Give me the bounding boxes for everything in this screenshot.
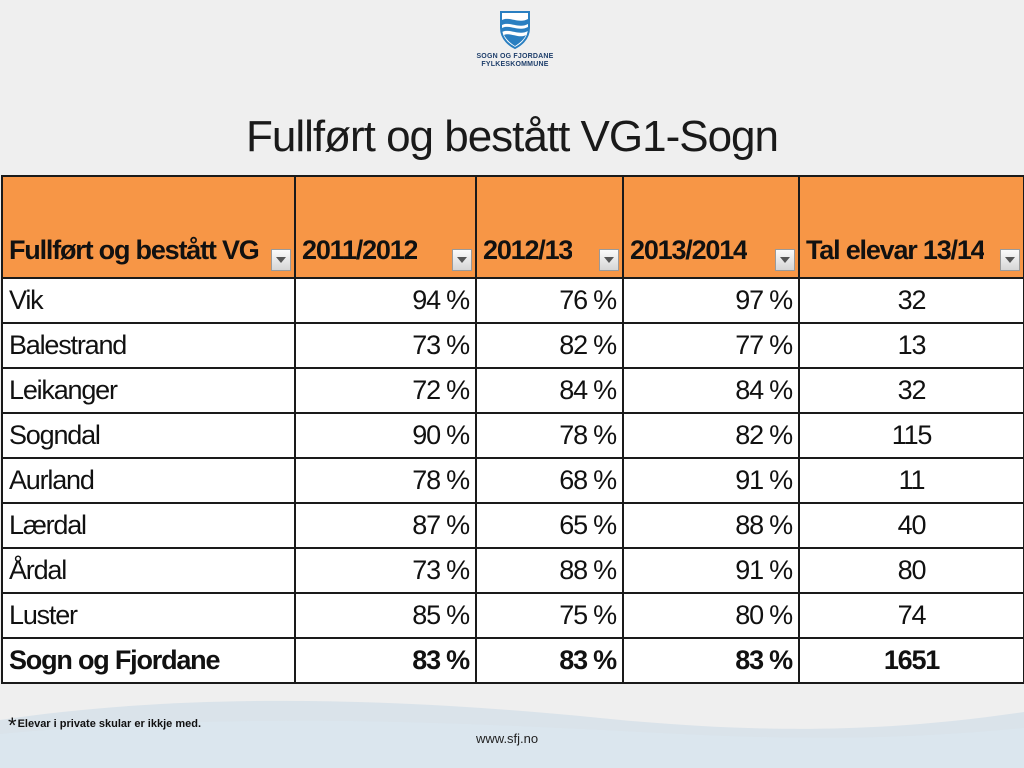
county-shield-icon <box>500 11 530 50</box>
table-header-row: Fullført og bestått VG 2011/2012 2012/13… <box>1 175 1024 279</box>
cell-2013-2014: 84 % <box>622 367 800 414</box>
row-label: Aurland <box>1 457 296 504</box>
footnote: *Elevar i private skular er ikkje med. <box>8 713 201 739</box>
cell-2013-2014: 77 % <box>622 322 800 369</box>
row-label: Lærdal <box>1 502 296 549</box>
footnote-asterisk: * <box>8 713 17 738</box>
cell-2012-13: 76 % <box>475 277 624 324</box>
decorative-wave <box>0 700 1024 768</box>
total-students: 1651 <box>798 637 1024 684</box>
cell-2012-13: 88 % <box>475 547 624 594</box>
row-label: Leikanger <box>1 367 296 414</box>
logo-text: SOGN OG FJORDANE FYLKESKOMMUNE <box>470 53 560 69</box>
filter-dropdown-icon[interactable] <box>271 249 291 271</box>
logo-line-2: FYLKESKOMMUNE <box>481 61 549 68</box>
page-title: Fullført og bestått VG1-Sogn <box>245 112 779 161</box>
cell-2013-2014: 97 % <box>622 277 800 324</box>
row-label: Vik <box>1 277 296 324</box>
cell-2012-13: 84 % <box>475 367 624 414</box>
total-label: Sogn og Fjordane <box>1 637 296 684</box>
cell-2011-2012: 90 % <box>294 412 477 459</box>
cell-2013-2014: 91 % <box>622 457 800 504</box>
column-header-label: 2012/13 <box>483 235 573 265</box>
website-url: www.sfj.no <box>476 731 539 746</box>
cell-students: 13 <box>798 322 1024 369</box>
row-label: Sogndal <box>1 412 296 459</box>
table-row: Sogndal 90 % 78 % 82 % 115 <box>1 412 1024 459</box>
table-row: Vik 94 % 76 % 97 % 32 <box>1 277 1024 324</box>
column-header-2011-2012: 2011/2012 <box>294 175 477 279</box>
cell-2013-2014: 80 % <box>622 592 800 639</box>
table-row: Balestrand 73 % 82 % 77 % 13 <box>1 322 1024 369</box>
filter-dropdown-icon[interactable] <box>599 249 619 271</box>
table-row: Årdal 73 % 88 % 91 % 80 <box>1 547 1024 594</box>
cell-2011-2012: 73 % <box>294 547 477 594</box>
cell-2013-2014: 91 % <box>622 547 800 594</box>
cell-2011-2012: 94 % <box>294 277 477 324</box>
column-header-label: Fullført og bestått VG <box>9 235 259 265</box>
cell-students: 115 <box>798 412 1024 459</box>
footnote-text: Elevar i private skular er ikkje med. <box>17 718 202 730</box>
total-2012-13: 83 % <box>475 637 624 684</box>
table-row: Aurland 78 % 68 % 91 % 11 <box>1 457 1024 504</box>
cell-2012-13: 65 % <box>475 502 624 549</box>
column-header-label: 2013/2014 <box>630 235 747 265</box>
total-2013-2014: 83 % <box>622 637 800 684</box>
results-table: Fullført og bestått VG 2011/2012 2012/13… <box>1 175 1024 684</box>
column-header-2013-2014: 2013/2014 <box>622 175 800 279</box>
cell-2011-2012: 78 % <box>294 457 477 504</box>
table-row: Leikanger 72 % 84 % 84 % 32 <box>1 367 1024 414</box>
cell-2012-13: 82 % <box>475 322 624 369</box>
cell-2011-2012: 85 % <box>294 592 477 639</box>
cell-2013-2014: 88 % <box>622 502 800 549</box>
cell-students: 32 <box>798 367 1024 414</box>
row-label: Luster <box>1 592 296 639</box>
cell-2012-13: 75 % <box>475 592 624 639</box>
cell-students: 80 <box>798 547 1024 594</box>
cell-students: 11 <box>798 457 1024 504</box>
cell-students: 32 <box>798 277 1024 324</box>
column-header-students: Tal elevar 13/14 <box>798 175 1024 279</box>
cell-2012-13: 68 % <box>475 457 624 504</box>
cell-2013-2014: 82 % <box>622 412 800 459</box>
filter-dropdown-icon[interactable] <box>775 249 795 271</box>
logo: SOGN OG FJORDANE FYLKESKOMMUNE <box>470 10 560 69</box>
column-header-label: 2011/2012 <box>302 235 418 265</box>
cell-students: 74 <box>798 592 1024 639</box>
cell-2011-2012: 87 % <box>294 502 477 549</box>
table-row: Luster 85 % 75 % 80 % 74 <box>1 592 1024 639</box>
filter-dropdown-icon[interactable] <box>1000 249 1020 271</box>
table-total-row: Sogn og Fjordane 83 % 83 % 83 % 1651 <box>1 637 1024 684</box>
filter-dropdown-icon[interactable] <box>452 249 472 271</box>
total-2011-2012: 83 % <box>294 637 477 684</box>
column-header-label: Tal elevar 13/14 <box>806 235 985 265</box>
row-label: Årdal <box>1 547 296 594</box>
logo-line-1: SOGN OG FJORDANE <box>476 53 554 60</box>
cell-2011-2012: 73 % <box>294 322 477 369</box>
table-row: Lærdal 87 % 65 % 88 % 40 <box>1 502 1024 549</box>
cell-2011-2012: 72 % <box>294 367 477 414</box>
row-label: Balestrand <box>1 322 296 369</box>
column-header-school: Fullført og bestått VG <box>1 175 296 279</box>
column-header-2012-13: 2012/13 <box>475 175 624 279</box>
cell-2012-13: 78 % <box>475 412 624 459</box>
cell-students: 40 <box>798 502 1024 549</box>
